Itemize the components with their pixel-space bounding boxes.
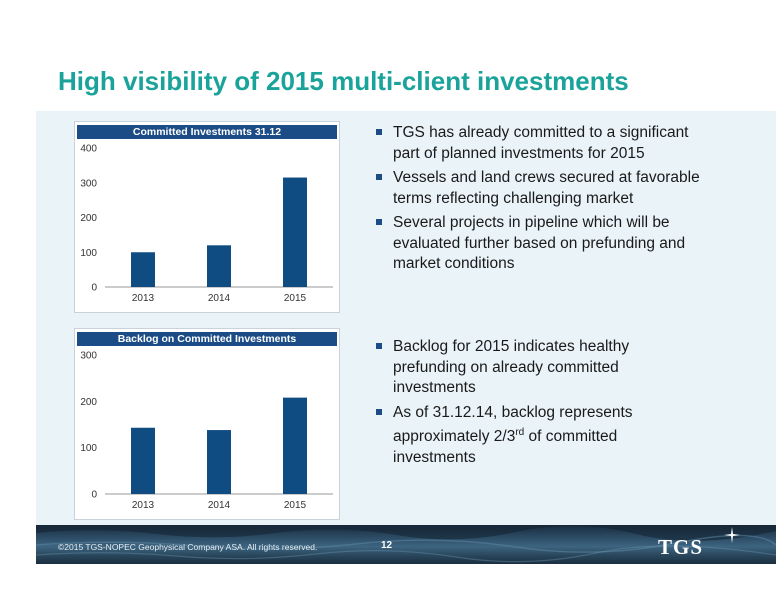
x-tick-label: 2014 (208, 293, 231, 304)
bar-2013 (131, 252, 155, 287)
copyright-text: ©2015 TGS-NOPEC Geophysical Company ASA.… (58, 542, 318, 552)
bullet-item: Several projects in pipeline which will … (374, 213, 714, 275)
y-tick-label: 200 (80, 397, 97, 408)
bullet-square-icon (376, 343, 382, 349)
bar-2013 (131, 427, 155, 494)
y-tick-label: 300 (80, 351, 97, 362)
y-tick-label: 300 (80, 178, 97, 189)
bar-2014 (207, 245, 231, 287)
bullet-square-icon (376, 129, 382, 135)
ocean-wave-decoration (36, 525, 776, 563)
slide-title: High visibility of 2015 multi-client inv… (58, 66, 629, 96)
bullet-item: Backlog for 2015 indicates healthy prefu… (374, 337, 664, 399)
chart-title: Backlog on Committed Investments (77, 332, 337, 346)
y-tick-label: 0 (91, 490, 97, 501)
x-tick-label: 2015 (284, 500, 307, 511)
x-tick-label: 2015 (284, 293, 307, 304)
chart-title: Committed Investments 31.12 (77, 125, 337, 139)
star-icon (724, 527, 740, 543)
footer-bar: ©2015 TGS-NOPEC Geophysical Company ASA.… (36, 525, 776, 564)
bullet-item: TGS has already committed to a significa… (374, 123, 714, 164)
bar-2014 (207, 430, 231, 494)
chart-backlog: Backlog on Committed Investments 0 100 200… (74, 328, 340, 520)
page-number: 12 (381, 540, 393, 551)
x-tick-label: 2013 (132, 293, 155, 304)
bullet-list-top: TGS has already committed to a significa… (374, 123, 714, 279)
y-tick-label: 100 (80, 248, 97, 259)
bar-2015 (283, 397, 307, 494)
tgs-logo: TGS (658, 535, 704, 559)
bar-chart-committed: 0 100 200 300 400 2013 2014 2015 (80, 144, 333, 304)
y-tick-label: 100 (80, 443, 97, 454)
x-tick-label: 2013 (132, 500, 155, 511)
bullet-square-icon (376, 219, 382, 225)
content-panel: Committed Investments 31.12 0 100 200 300 40… (36, 111, 776, 525)
y-tick-label: 0 (91, 283, 97, 294)
bullet-square-icon (376, 408, 382, 415)
bullet-item: Vessels and land crews secured at favora… (374, 168, 714, 209)
bullet-square-icon (376, 174, 382, 180)
bullet-item: As of 31.12.14, backlog represents appro… (374, 403, 664, 469)
bar-2015 (283, 177, 307, 287)
chart-committed-investments: Committed Investments 31.12 0 100 200 300 40… (74, 121, 340, 313)
bar-chart-backlog: 0 100 200 300 2013 2014 2015 (80, 351, 333, 511)
x-tick-label: 2014 (208, 500, 231, 511)
y-tick-label: 400 (80, 144, 97, 155)
bullet-list-bottom: Backlog for 2015 indicates healthy prefu… (374, 337, 664, 472)
y-tick-label: 200 (80, 213, 97, 224)
